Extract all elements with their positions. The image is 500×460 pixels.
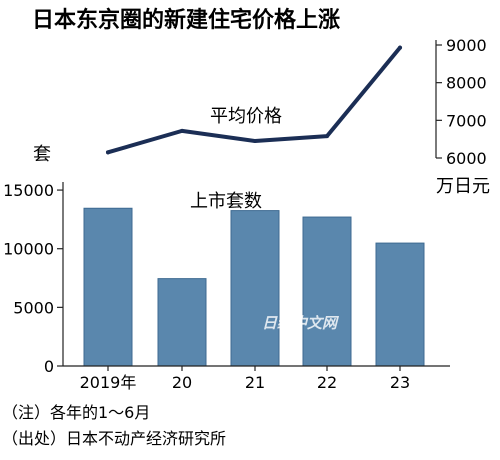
supply-bar-chart: 套 0 5000 10000 15000 2019年 20 21 22 23 上市套数: [3, 144, 450, 392]
x-tick-label: 2019年: [80, 373, 137, 392]
supply-bars: [83, 207, 425, 367]
price-point: [106, 150, 110, 155]
price-point: [253, 139, 257, 144]
supply-series-label: 上市套数: [190, 191, 262, 212]
x-tick-label: 21: [245, 373, 265, 392]
supply-bar: [230, 210, 280, 367]
price-y-tick-label: 6000: [446, 149, 487, 168]
x-axis-labels: 2019年 20 21 22 23: [80, 366, 410, 392]
price-series-label: 平均价格: [210, 106, 282, 127]
price-point: [398, 45, 402, 50]
watermark-text: 日经中文网: [262, 314, 340, 332]
price-series-line: [106, 45, 402, 155]
x-tick-label: 23: [390, 373, 410, 392]
supply-unit-label: 套: [33, 144, 51, 165]
price-point: [180, 128, 184, 133]
supply-y-tick-label: 10000: [3, 240, 54, 259]
price-unit-label: 万日元: [436, 176, 490, 197]
supply-bar: [157, 278, 207, 367]
supply-bar: [302, 216, 352, 367]
price-point: [325, 134, 329, 139]
price-line-chart: 6000 7000 8000 9000 平均价格 万日元: [106, 36, 490, 197]
supply-y-tick-label: 0: [44, 357, 54, 376]
supply-y-tick-label: 5000: [13, 298, 54, 317]
price-y-tick-label: 7000: [446, 111, 487, 130]
supply-y-tick-label: 15000: [3, 181, 54, 200]
note-text: （注）各年的1～6月: [2, 403, 150, 422]
x-tick-label: 22: [317, 373, 337, 392]
price-y-ticks: 6000 7000 8000 9000: [436, 36, 487, 168]
source-text: （出处）日本不动产经济研究所: [2, 429, 226, 448]
supply-bar: [83, 207, 133, 367]
x-tick-label: 20: [172, 373, 192, 392]
price-y-tick-label: 9000: [446, 36, 487, 55]
supply-y-ticks: 0 5000 10000 15000: [3, 181, 63, 376]
chart-title: 日本东京圈的新建住宅价格上涨: [32, 7, 340, 33]
supply-bar: [375, 242, 425, 367]
price-y-tick-label: 8000: [446, 74, 487, 93]
